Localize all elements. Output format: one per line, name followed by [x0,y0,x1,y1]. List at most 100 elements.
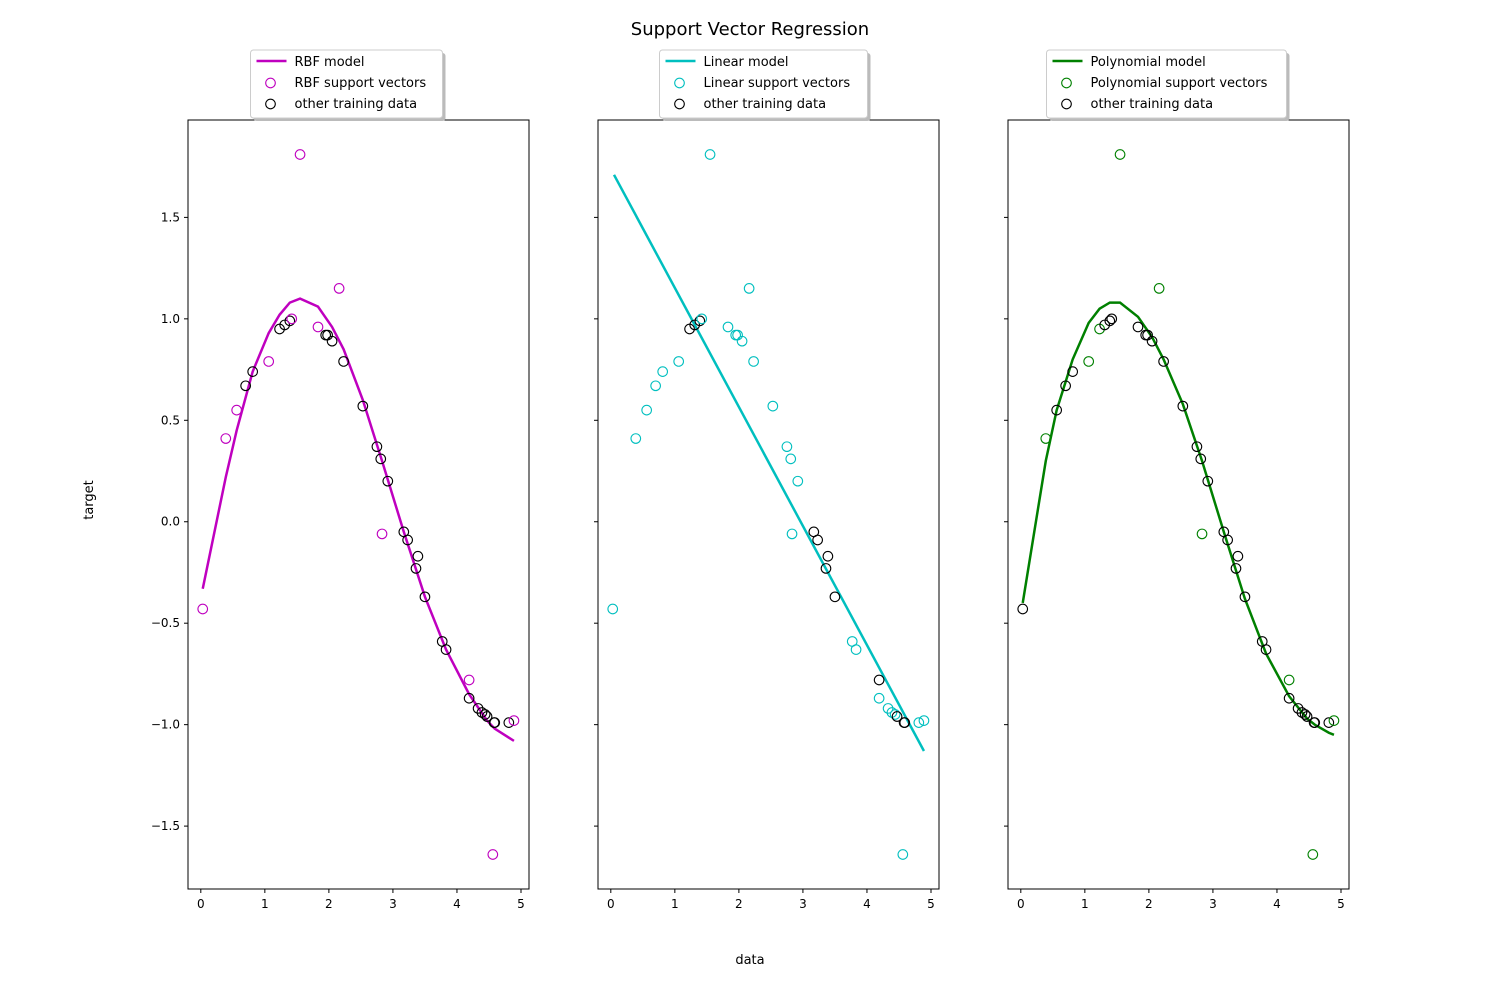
training-data-point [382,475,394,487]
support-vector-point [897,849,909,860]
support-vector-point [1083,356,1095,367]
support-vector-point [463,674,475,686]
legend-sv-label: Linear support vectors [704,76,851,91]
training-data-point [1146,335,1158,347]
support-vector-point [1114,149,1126,160]
training-data-point [503,717,515,728]
training-data-point [820,563,832,574]
support-vector-point [1153,283,1165,294]
training-data-point [812,534,823,546]
support-vector-point [743,283,755,294]
axes-frame [1007,119,1350,890]
y-tick-label: 1.5 [161,210,180,224]
y-axis-label: target [82,480,97,520]
training-data-point [873,674,885,686]
support-vector-point [785,453,797,465]
panel-3: 0 1 2 3 4 5 Polynomial model Polynomial support… [1004,49,1350,911]
legend-box [1046,49,1287,119]
x-tick-label: 3 [799,897,807,911]
x-tick-label: 2 [735,897,743,911]
training-data-point [899,717,911,728]
x-tick-label: 5 [927,897,935,911]
x-tick-label: 2 [1145,897,1153,911]
legend-other-label: other training data [295,97,418,112]
support-vector-point [704,149,716,160]
training-data-point [1191,441,1203,453]
legend-model-label: Polynomial model [1091,55,1206,70]
training-data-point [1177,400,1189,412]
training-data-point [822,550,834,562]
training-data-point [240,380,251,392]
x-tick-label: 1 [261,897,269,911]
x-tick-label: 4 [863,897,871,911]
y-tick-label: 1.0 [161,312,180,326]
support-vector-point [487,849,499,860]
support-vector-point [508,715,520,726]
training-data-point [463,692,475,704]
x-tick-label: 3 [389,897,397,911]
training-data-point [1299,709,1311,720]
training-data-point [1239,591,1251,603]
support-vector-point [376,528,388,540]
support-vector-point [736,335,748,347]
support-vector-point [220,433,232,444]
y-tick-label: 0.0 [161,515,180,529]
support-vector-point [607,603,619,615]
training-data-point [1230,563,1242,574]
training-data-point [472,703,484,714]
y-tick-label: −1.0 [151,718,180,732]
legend-sv-marker [265,77,276,89]
support-vector-point [1307,849,1319,860]
training-data-point [1106,313,1118,325]
support-vector-point [889,709,901,720]
support-vector-point [630,433,642,444]
x-tick-label: 2 [325,897,333,911]
legend-box [659,49,868,119]
training-data-point [412,550,424,562]
y-tick-label: −1.5 [151,819,180,833]
x-tick-label: 3 [1209,897,1217,911]
training-data-point [357,400,369,412]
support-vector-point [650,380,661,392]
support-vector-point [696,313,708,325]
training-data-point [1202,475,1214,487]
support-vector-point [641,404,653,416]
chart-title: Support Vector Regression [631,19,869,40]
x-tick-label: 0 [197,897,205,911]
x-tick-label: 0 [607,897,615,911]
training-data-point [410,563,422,574]
support-vector-point [722,321,734,333]
training-data-point [284,315,296,327]
x-tick-label: 5 [1337,897,1345,911]
support-vector-point [286,313,298,325]
support-vector-point [657,366,669,377]
training-data-point [1132,321,1144,333]
legend-other-marker [674,98,685,110]
support-vector-point [673,356,685,367]
training-data-point [440,644,452,655]
support-vector-point [913,717,925,728]
support-vector-point [312,321,324,333]
support-vector-point [333,283,345,294]
panel-2: 0 1 2 3 4 5 Linear model Linear support vectors… [594,49,940,911]
x-tick-label: 4 [453,897,461,911]
training-data-point [891,711,903,722]
support-vector-point [918,715,930,726]
training-data-point [694,315,706,327]
support-vector-point [873,692,885,704]
legend-other-label: other training data [704,97,827,112]
training-data-point [338,356,349,367]
training-data-point [1232,550,1244,562]
y-tick-label: 0.5 [161,413,180,427]
x-tick-label: 1 [671,897,679,911]
training-data-point [829,591,841,603]
legend: RBF model RBF support vectors other traini… [250,49,446,121]
support-vector-point [792,475,804,487]
training-data-point [1051,404,1063,416]
x-tick-label: 5 [517,897,525,911]
axes-frame [187,119,530,890]
legend: Linear model Linear support vectors other … [659,49,871,121]
training-data-point [1017,603,1029,615]
support-vector-point [850,644,862,655]
